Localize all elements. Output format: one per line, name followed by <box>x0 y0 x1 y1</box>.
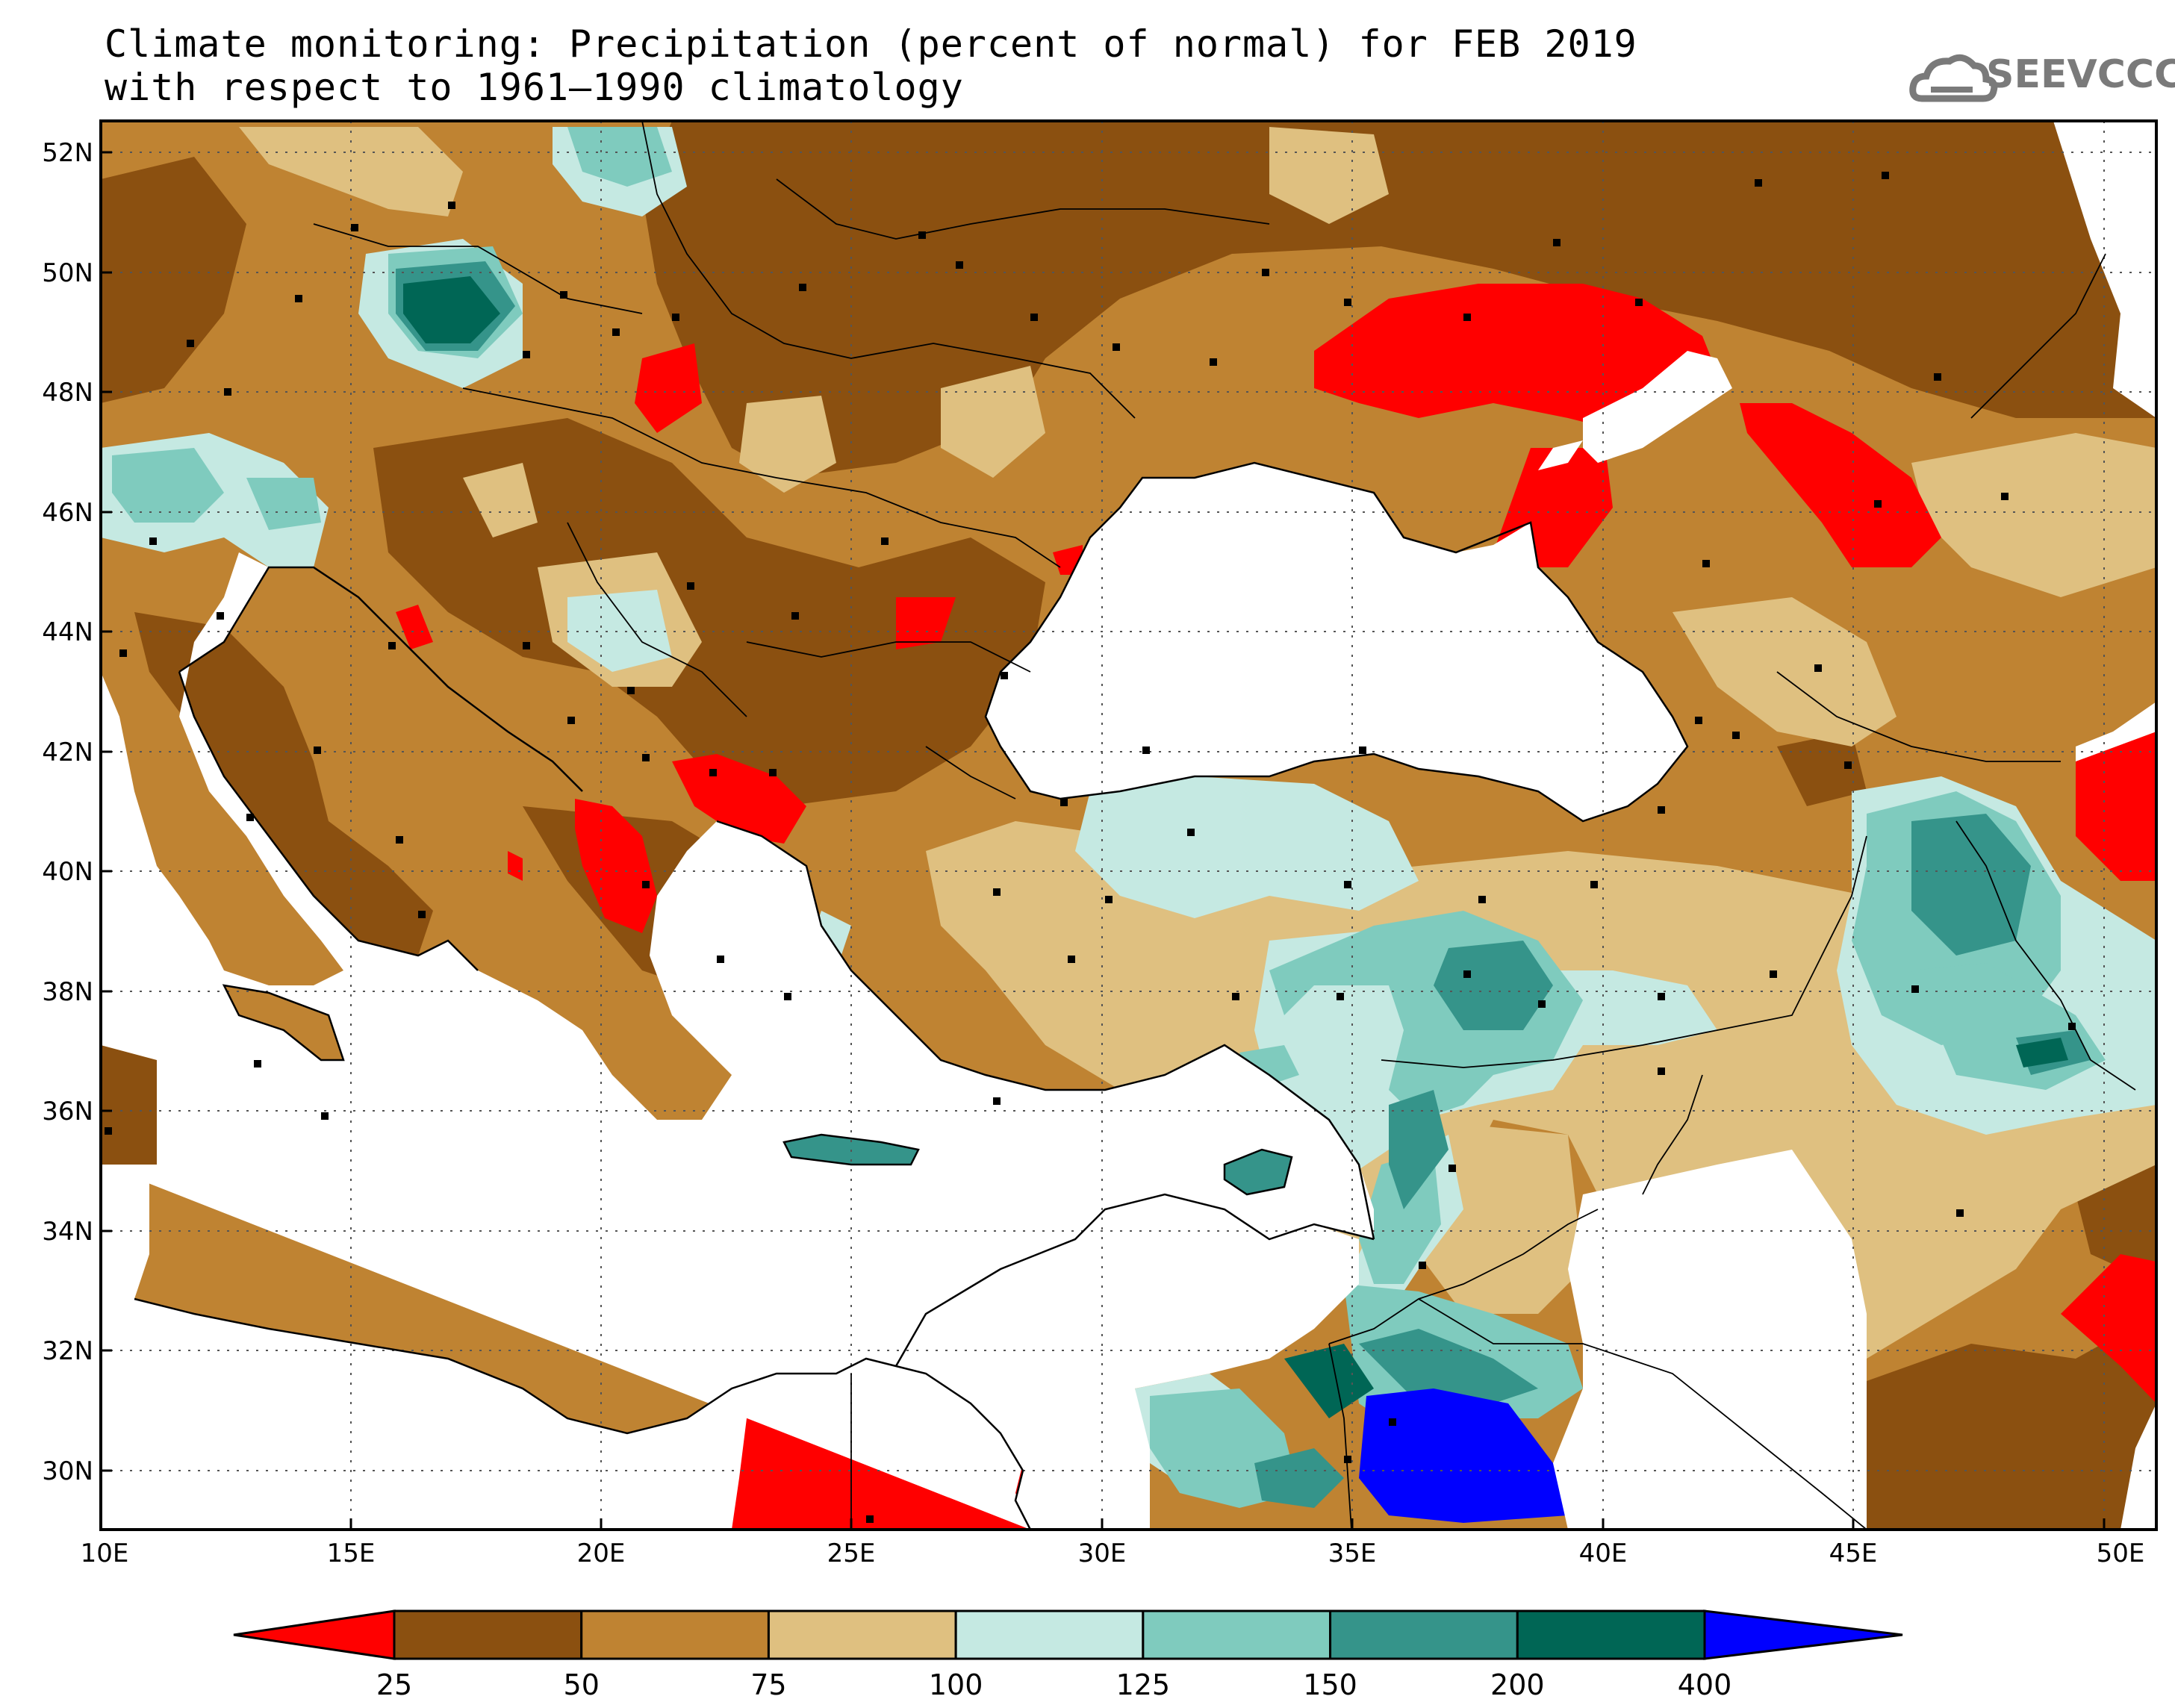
colorbar-box <box>393 1609 583 1660</box>
lat-label: 30N <box>42 1456 93 1486</box>
cyprus <box>1225 1150 1292 1194</box>
lat-label: 36N <box>42 1097 93 1126</box>
colorbar-label: 200 <box>1490 1668 1545 1701</box>
lat-label: 44N <box>42 617 93 647</box>
lat-label: 48N <box>42 378 93 408</box>
colorbar-box <box>580 1609 770 1660</box>
cloud-icon <box>1909 54 1998 102</box>
lon-label: 15E <box>327 1539 376 1568</box>
lon-label: 20E <box>577 1539 626 1568</box>
colorbar-label: 150 <box>1303 1668 1357 1701</box>
lat-label: 50N <box>42 258 93 288</box>
colorbar-box <box>767 1609 957 1660</box>
colorbar-label: 125 <box>1116 1668 1171 1701</box>
latitude-labels: 52N 50N 48N 46N 44N 42N 40N 38N 36N 34N … <box>42 138 93 1486</box>
lon-label: 50E <box>2097 1539 2145 1568</box>
precip-200-400-regions <box>403 276 2068 1418</box>
lon-label: 10E <box>81 1539 129 1568</box>
lon-label: 35E <box>1328 1539 1377 1568</box>
lat-label: 34N <box>42 1217 93 1247</box>
colorbar-arrow-low <box>233 1609 396 1660</box>
colorbar-label: 75 <box>750 1668 786 1701</box>
longitude-labels: 10E 15E 20E 25E 30E 35E 40E 45E 50E <box>81 1539 2145 1568</box>
colorbar-label: 25 <box>376 1668 412 1701</box>
lon-label: 45E <box>1829 1539 1878 1568</box>
map-title-line1: Climate monitoring: Precipitation (perce… <box>105 22 1637 66</box>
precip-150-200-regions <box>396 261 2091 1508</box>
lon-label: 25E <box>827 1539 876 1568</box>
sicily <box>224 985 343 1060</box>
lon-label: 30E <box>1078 1539 1127 1568</box>
colorbar-label: 400 <box>1678 1668 1732 1701</box>
black-sea <box>986 463 1687 821</box>
graticule <box>101 121 2156 1530</box>
mediterranean-sea <box>101 1165 747 1530</box>
colorbar-box <box>1516 1609 1706 1660</box>
sea-and-missing-data <box>101 121 2156 1530</box>
lon-label: 40E <box>1579 1539 1628 1568</box>
lat-label: 38N <box>42 977 93 1007</box>
lat-label: 52N <box>42 138 93 168</box>
country-borders <box>313 121 2136 1530</box>
colorbar-box <box>954 1609 1145 1660</box>
colorbar-label: 100 <box>929 1668 983 1701</box>
colorbar-legend: 25 50 75 100 125 150 200 400 <box>233 1609 1903 1701</box>
map-frame <box>99 119 2158 1531</box>
lat-label: 46N <box>42 498 93 528</box>
coastlines <box>134 461 1689 1530</box>
lat-label: 40N <box>42 857 93 887</box>
frame-ticks <box>101 151 2106 1530</box>
precip-over-400-region <box>1359 1388 1568 1523</box>
station-markers <box>105 172 2076 1523</box>
colorbar-label: 50 <box>564 1668 600 1701</box>
colorbar-box <box>1142 1609 1332 1660</box>
map-title-line2: with respect to 1961–1990 climatology <box>105 66 964 109</box>
logo-text: SEEVCCC <box>1986 52 2175 97</box>
lat-label: 42N <box>42 738 93 767</box>
lat-label: 32N <box>42 1336 93 1366</box>
colorbar-arrow-high <box>1703 1609 1903 1660</box>
colorbar-box <box>1329 1609 1519 1660</box>
